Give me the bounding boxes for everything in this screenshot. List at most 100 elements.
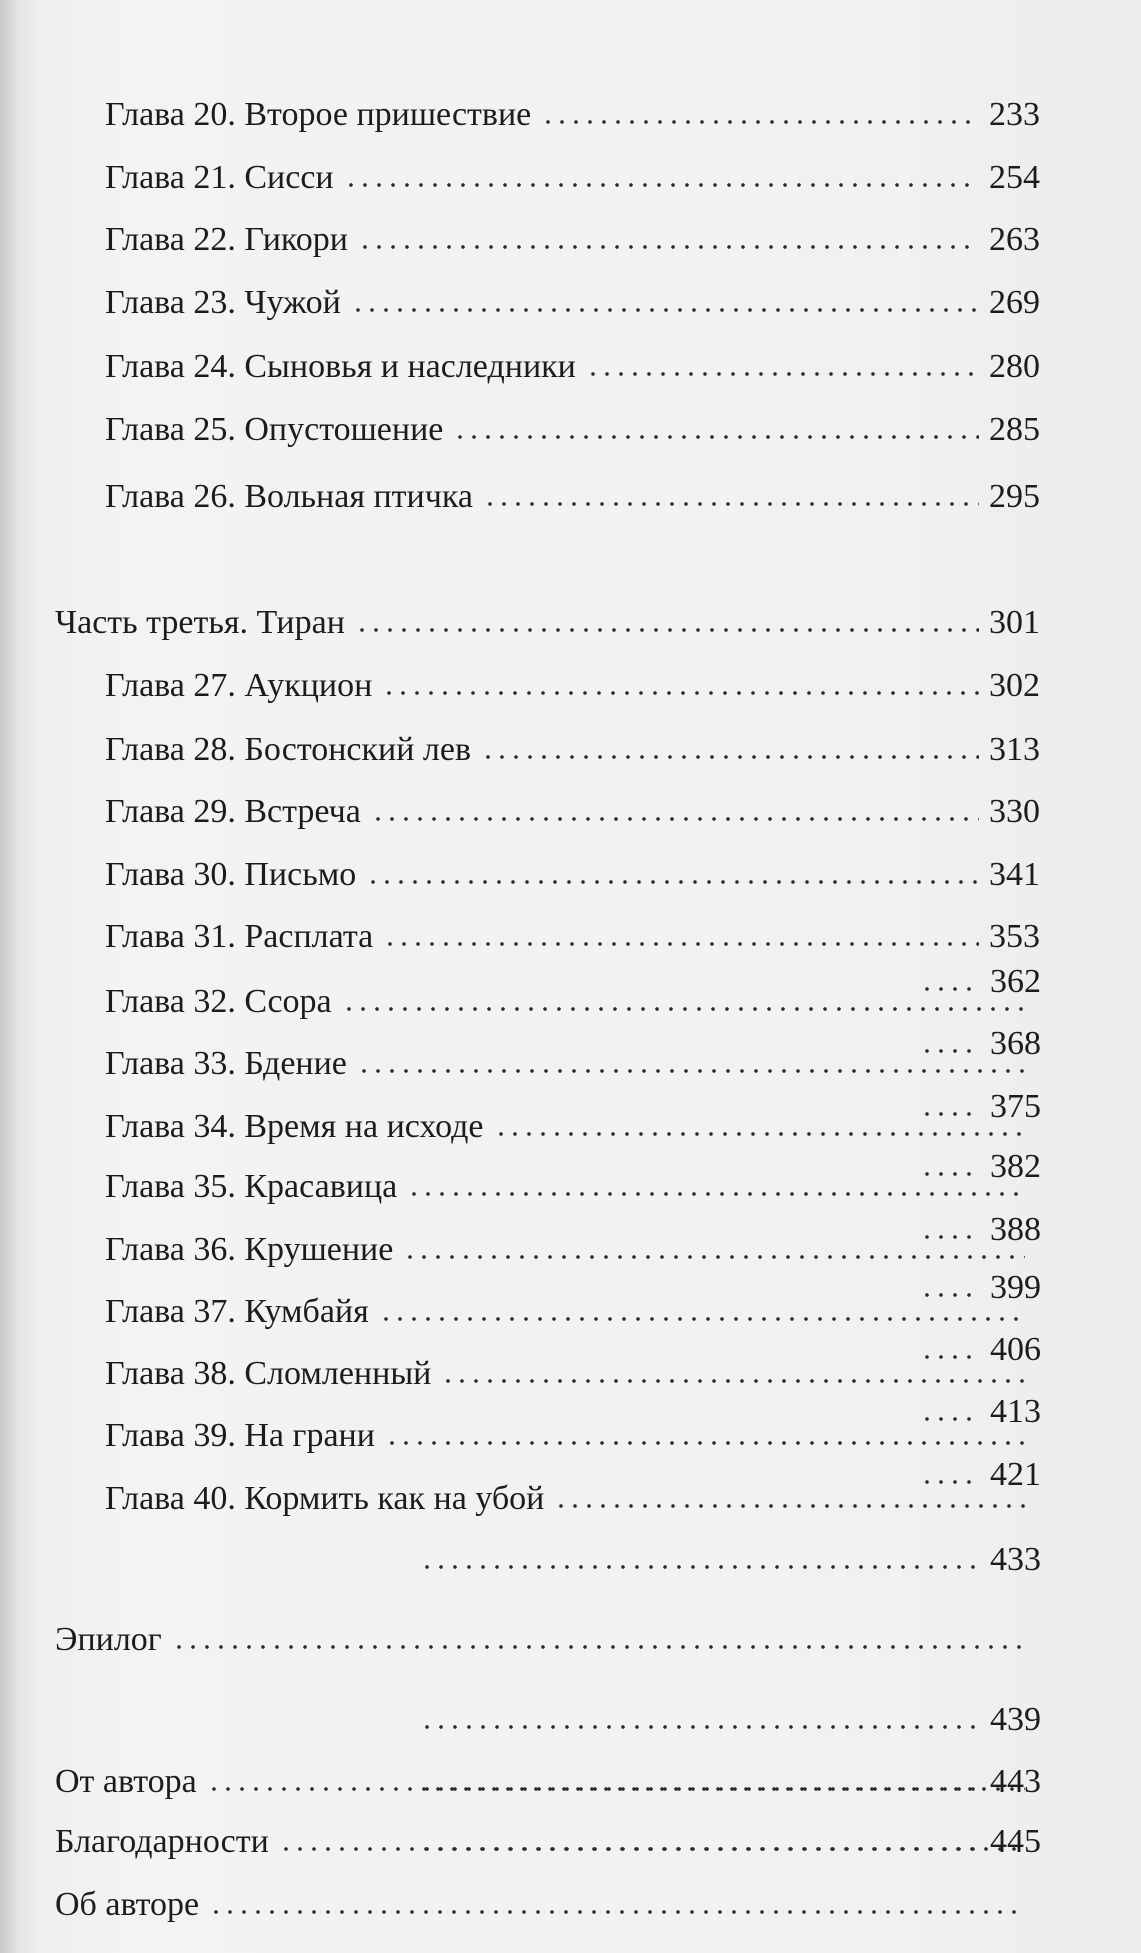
toc-entry-title: Глава 24. Сыновья и наследники: [105, 348, 576, 385]
toc-entry-page: 280: [989, 348, 1040, 385]
toc-entry: Глава 31. Расплата 353: [105, 917, 1040, 957]
toc-entry-title: Эпилог: [55, 1621, 162, 1658]
dot-leader: [382, 690, 979, 696]
dot-leader: [441, 1378, 1025, 1384]
toc-entry-page: 353: [989, 918, 1040, 955]
toc-entry: Глава 26. Вольная птичка 295: [105, 477, 1040, 517]
dot-leader: [384, 1440, 1025, 1446]
toc-entry-page-line: 362: [910, 962, 1041, 1002]
toc-entry: Глава 30. Письмо 341: [105, 855, 1040, 895]
toc-entry-page: 301: [989, 604, 1040, 641]
dot-leader: [354, 627, 979, 633]
toc-entry-title: Глава 35. Красавица: [105, 1168, 398, 1205]
toc-entry-title: Об авторе: [55, 1886, 200, 1923]
toc-entry: Глава 38. Сломленный: [105, 1354, 1035, 1394]
dot-leader: [341, 1006, 1025, 1012]
dot-leader: [920, 986, 980, 992]
dot-leader: [920, 1292, 980, 1298]
toc-entry-page: 406: [990, 1331, 1041, 1368]
dot-leader: [356, 1068, 1025, 1074]
toc-entry: Глава 36. Крушение: [105, 1230, 1035, 1270]
toc-entry-title: Глава 21. Сисси: [105, 159, 334, 196]
toc-entry: Глава 40. Кормить как на убой: [105, 1479, 1035, 1519]
dot-leader: [171, 1644, 1025, 1650]
dot-leader: [920, 1111, 980, 1117]
toc-entry-page: 445: [990, 1823, 1041, 1860]
toc-entry-page: 433: [990, 1541, 1041, 1578]
toc-entry: Глава 32. Ссора: [105, 982, 1035, 1022]
toc-entry: Глава 21. Сисси 254: [105, 158, 1040, 198]
toc-entry-title: Глава 20. Второе пришествие: [105, 96, 532, 133]
toc-entry: Глава 25. Опустошение 285: [105, 410, 1040, 450]
dot-leader: [420, 1724, 980, 1730]
toc-entry-title: Глава 32. Ссора: [105, 983, 332, 1020]
toc-entry-page: 382: [990, 1148, 1041, 1185]
toc-entry-title: От автора: [55, 1763, 197, 1800]
toc-entry: Глава 35. Красавица: [105, 1167, 1035, 1207]
toc-entry-page-line: 433: [410, 1540, 1041, 1580]
toc-entry-page: 368: [990, 1025, 1041, 1062]
toc-entry-page: 413: [990, 1393, 1041, 1430]
toc-entry: Глава 24. Сыновья и наследники 280: [105, 347, 1040, 387]
toc-entry-page: 399: [990, 1269, 1041, 1306]
dot-leader: [481, 754, 979, 760]
toc-entry-page-line: 406: [910, 1330, 1041, 1370]
toc-entry: Эпилог: [55, 1620, 1035, 1660]
dot-leader: [209, 1909, 1025, 1915]
toc-entry-title: Глава 31. Расплата: [105, 918, 374, 955]
toc-entry-title: Глава 34. Время на исходе: [105, 1108, 484, 1145]
toc-entry-page: 330: [989, 793, 1040, 830]
toc-entry-page: 295: [989, 478, 1040, 515]
toc-entry-page-line: 399: [910, 1268, 1041, 1308]
toc-entry: Глава 23. Чужой 269: [105, 283, 1040, 323]
toc-entry-title: Глава 23. Чужой: [105, 284, 341, 321]
toc-entry-title: Благодарности: [55, 1823, 269, 1860]
toc-entry-title: Глава 38. Сломленный: [105, 1355, 432, 1392]
toc-entry-page: 362: [990, 963, 1041, 1000]
toc-entry-title: Глава 22. Гикори: [105, 221, 348, 258]
toc-entry-page: 375: [990, 1088, 1041, 1125]
toc-entry-page: 341: [989, 856, 1040, 893]
toc-entry-page: 263: [989, 221, 1040, 258]
toc-entry-title: Глава 36. Крушение: [105, 1231, 394, 1268]
dot-leader: [920, 1234, 980, 1240]
toc-entry-title: Глава 33. Бдение: [105, 1045, 347, 1082]
toc-entry-page: 421: [990, 1456, 1041, 1493]
dot-leader: [420, 1846, 980, 1852]
toc-entry-page: 388: [990, 1211, 1041, 1248]
toc-entry: Глава 37. Кумбайя: [105, 1292, 1035, 1332]
toc-entry-page-line: 439: [410, 1700, 1041, 1740]
toc-entry-title: Глава 25. Опустошение: [105, 411, 444, 448]
toc-entry-page: 233: [989, 96, 1040, 133]
toc-entry-title: Глава 39. На грани: [105, 1417, 375, 1454]
toc-entry-title: Глава 27. Аукцион: [105, 667, 373, 704]
dot-leader: [366, 879, 979, 885]
dot-leader: [370, 816, 979, 822]
toc-entry-title: Часть третья. Тиран: [55, 604, 345, 641]
dot-leader: [403, 1254, 1025, 1260]
toc-entry-page: 285: [989, 411, 1040, 448]
toc-entry: Глава 39. На грани: [105, 1416, 1035, 1456]
toc-entry: Глава 20. Второе пришествие 233: [105, 95, 1040, 135]
toc-entry-page-line: 368: [910, 1024, 1041, 1064]
dot-leader: [420, 1564, 980, 1570]
toc-entry-page: 269: [989, 284, 1040, 321]
toc-entry-page-line: 382: [910, 1147, 1041, 1187]
dot-leader: [343, 182, 979, 188]
dot-leader: [357, 244, 979, 250]
toc-entry-page: 443: [990, 1763, 1041, 1800]
toc-entry: Глава 29. Встреча 330: [105, 792, 1040, 832]
toc-entry-page-line: 413: [910, 1392, 1041, 1432]
toc-entry-page: 313: [989, 731, 1040, 768]
dot-leader: [407, 1191, 1025, 1197]
dot-leader: [920, 1416, 980, 1422]
toc-entry: Глава 27. Аукцион 302: [105, 666, 1040, 706]
toc-entry-title: Глава 37. Кумбайя: [105, 1293, 369, 1330]
toc-entry-title: Глава 30. Письмо: [105, 856, 357, 893]
toc-entry-page-line: 443: [410, 1762, 1041, 1802]
dot-leader: [920, 1479, 980, 1485]
toc-entry-page: 254: [989, 159, 1040, 196]
toc-entry: Глава 22. Гикори 263: [105, 220, 1040, 260]
dot-leader: [420, 1786, 980, 1792]
toc-entry-page-line: 445: [410, 1822, 1041, 1862]
